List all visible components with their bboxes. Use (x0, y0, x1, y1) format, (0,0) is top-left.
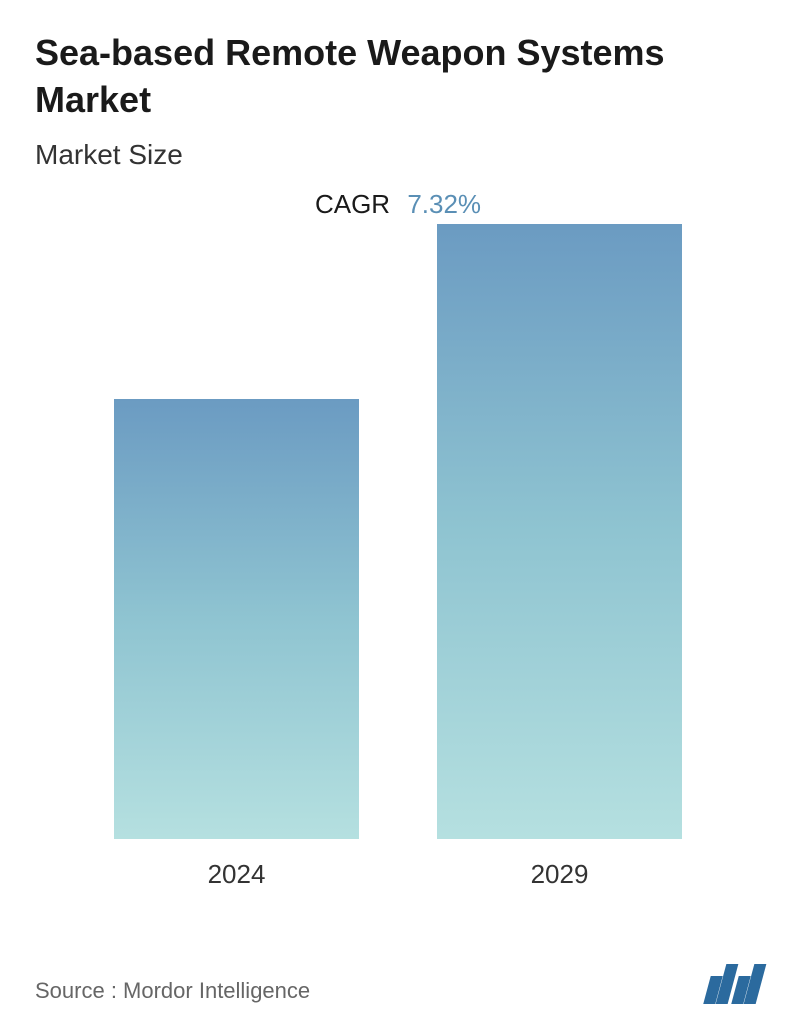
chart-subtitle: Market Size (35, 139, 761, 171)
source-text: Source : Mordor Intelligence (35, 978, 310, 1004)
cagr-value: 7.32% (407, 189, 481, 219)
footer: Source : Mordor Intelligence (35, 964, 761, 1004)
bar-label-2024: 2024 (208, 859, 266, 890)
bar-label-2029: 2029 (531, 859, 589, 890)
bar-chart: 2024 2029 (35, 250, 761, 890)
cagr-label: CAGR (315, 189, 390, 219)
cagr-row: CAGR 7.32% (35, 189, 761, 220)
chart-title: Sea-based Remote Weapon Systems Market (35, 30, 761, 124)
bar-2024 (114, 399, 359, 839)
bar-group-2024: 2024 (107, 399, 367, 890)
logo-icon (707, 964, 761, 1004)
bar-group-2029: 2029 (430, 224, 690, 890)
bar-2029 (437, 224, 682, 839)
